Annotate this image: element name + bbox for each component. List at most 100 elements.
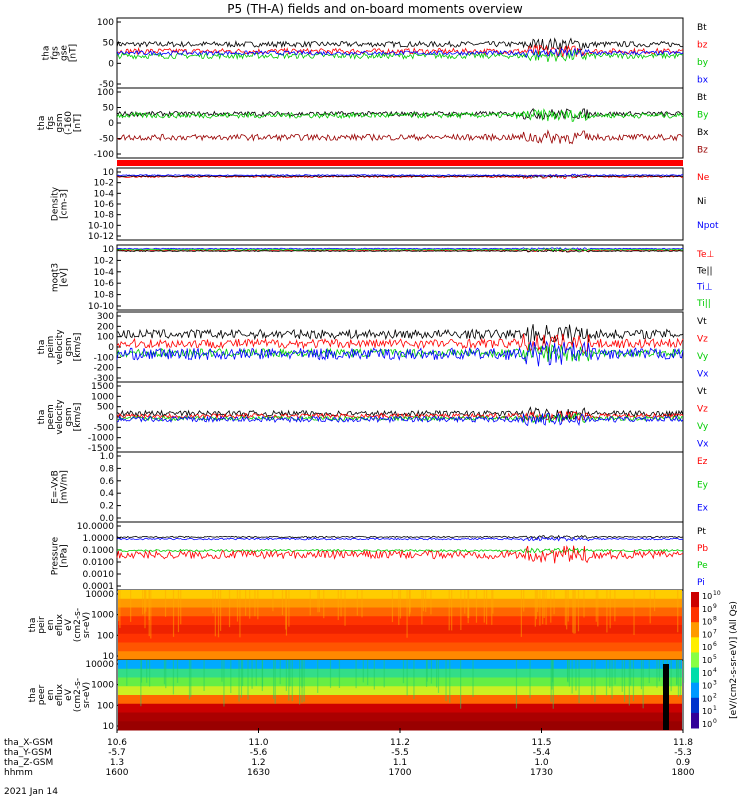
spectrogram-streak	[340, 590, 342, 617]
ylabel-line: fgs	[46, 116, 56, 130]
ephemeris-row-label: tha_Y-GSM	[4, 748, 52, 758]
spectrogram-streak	[355, 660, 357, 689]
colorbar-segment	[691, 652, 699, 669]
spectrogram-streak	[245, 590, 247, 616]
ytick-label: 10-2	[94, 256, 114, 266]
spectrogram-streak	[449, 660, 451, 703]
spectrogram-band	[118, 660, 682, 670]
ylabel-line: peir	[37, 616, 47, 634]
ytick-label: 100	[97, 18, 114, 28]
spectrogram-streak	[247, 660, 249, 700]
spectrogram-streak	[648, 660, 650, 684]
ytick-label: 0.6	[100, 477, 115, 487]
series-line-Vx	[116, 340, 684, 367]
series-line-Bt	[116, 107, 684, 120]
x-tick-label: 10.6	[107, 738, 127, 748]
spectrogram-streak	[289, 660, 291, 687]
colorbar-exponent: 6	[713, 641, 717, 648]
ytick-label: 10-8	[94, 291, 115, 301]
spectrogram-streak	[677, 660, 680, 697]
spectrogram-streak	[317, 590, 319, 613]
figure-title: P5 (TH-A) fields and on-board moments ov…	[227, 2, 523, 16]
series-line-Pb	[116, 545, 684, 564]
ytick-label: 10	[103, 245, 115, 255]
panel-frame-peim-velocity	[116, 311, 684, 383]
colorbar-segment	[691, 682, 699, 699]
spectrogram-streak	[203, 660, 205, 692]
legend-entry: Bz	[697, 146, 708, 156]
spectrogram-streak	[214, 590, 216, 637]
spectrogram-streak	[329, 660, 332, 688]
spectrogram-streak	[373, 660, 375, 690]
spectrogram-streak	[337, 590, 339, 621]
spectrogram-streak	[413, 660, 415, 700]
spectrogram-streak	[421, 590, 423, 625]
ytick-label: 1.0	[100, 452, 115, 462]
ylabel-line: moqt3	[51, 263, 61, 292]
spectrogram-streak	[236, 590, 239, 622]
spectrogram-streak	[219, 590, 222, 631]
spectrogram-streak	[255, 660, 257, 686]
spectrogram-streak	[520, 590, 522, 637]
ephemeris-y-value: 0.9	[676, 758, 691, 768]
ylabel-line: peim	[46, 336, 56, 359]
spectrogram-streak	[611, 660, 613, 699]
ytick-label: 100	[97, 631, 114, 641]
spectrogram-streak	[437, 660, 440, 693]
spectrogram-streak	[190, 660, 192, 697]
legend-entry: Bt	[697, 93, 707, 103]
spectrogram-streak	[303, 660, 305, 702]
spectrogram-streak	[536, 590, 539, 613]
series-line-Vz	[116, 333, 684, 355]
ylabel-line: [nT]	[69, 44, 79, 62]
colorbar-exponent: 5	[713, 654, 717, 661]
series-line-Npot	[116, 173, 684, 177]
spectrogram-streak	[670, 660, 672, 692]
spectrogram-streak	[577, 590, 580, 632]
legend-entry: Vx	[697, 370, 709, 380]
spectrogram-streak	[614, 660, 616, 685]
spectrogram-streak	[583, 590, 585, 618]
ephemeris-x-value: -5.3	[674, 748, 692, 758]
ephemeris-y-value: 1.0	[534, 758, 549, 768]
legend-entry: Pe	[697, 561, 708, 571]
ytick-label: 1000	[91, 392, 114, 402]
spectrogram-band	[118, 703, 682, 713]
spectrogram-streak	[425, 590, 427, 612]
spectrogram-streak	[467, 590, 469, 618]
ylabel-line: fgs	[51, 46, 61, 60]
ytick-label: 10-2	[94, 179, 114, 189]
spectrogram-streak	[230, 660, 232, 694]
spectrogram-streak	[367, 660, 369, 686]
legend-entry: Npot	[697, 221, 719, 231]
colorbar-label: [eV/(cm2-s-sr-eV)] (All Qs)	[729, 601, 739, 719]
ytick-label: 0.8	[100, 464, 115, 474]
spectrogram-streak	[261, 660, 264, 687]
spectrogram-streak	[472, 660, 474, 697]
ytick-label: 10	[103, 168, 115, 178]
ylabel-line: peer	[37, 684, 47, 705]
legend-entry: Vz	[697, 405, 708, 415]
ylabel-line: gsm	[55, 113, 65, 132]
spectrogram-streak	[285, 590, 288, 636]
spectrogram-streak	[223, 660, 225, 707]
spectrogram-streak	[436, 660, 438, 688]
legend-entry: Vt	[697, 387, 707, 397]
spectrogram-streak	[550, 590, 552, 623]
ytick-label: 10-8	[94, 211, 115, 221]
spectrogram-streak	[285, 660, 287, 692]
spectrogram-streak	[543, 590, 545, 618]
ytick-label: 1.0000	[83, 534, 115, 544]
spectrogram-streak	[658, 660, 660, 682]
ylabel-line: sr-eV)	[82, 612, 92, 638]
colorbar-segment	[691, 607, 699, 623]
ytick-label: 50	[103, 104, 115, 114]
ephemeris-row-label: hhmm	[4, 768, 33, 778]
spectrogram-streak	[656, 660, 658, 688]
legend-entry: Ey	[697, 480, 709, 490]
spectrogram-streak	[614, 590, 616, 622]
spectrogram-streak	[623, 660, 626, 702]
ytick-label: 10-4	[94, 268, 115, 278]
series-line-Pt	[116, 534, 684, 540]
spectrogram-streak	[172, 590, 175, 637]
